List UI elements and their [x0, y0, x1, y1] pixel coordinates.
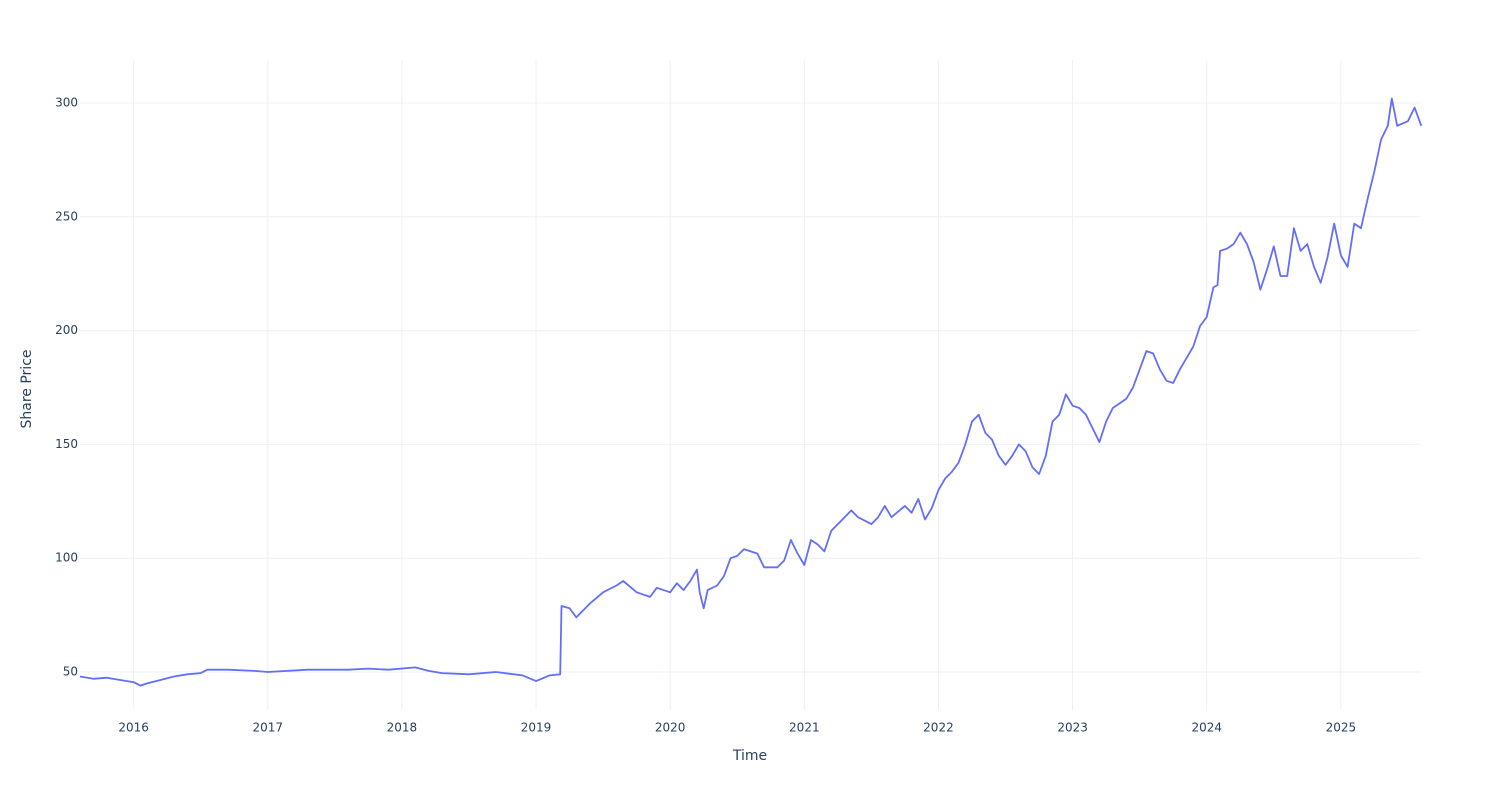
x-tick-label: 2025 [1326, 721, 1357, 735]
x-tick-label: 2019 [521, 721, 552, 735]
y-tick-label: 150 [55, 437, 78, 451]
y-tick-label: 50 [63, 664, 78, 678]
x-tick-label: 2022 [923, 721, 954, 735]
price-line [79, 97, 1423, 687]
x-tick-label: 2024 [1191, 721, 1222, 735]
y-axis-title: Share Price [19, 349, 35, 428]
y-tick-label: 250 [55, 209, 78, 223]
x-axis-title: Time [732, 748, 767, 764]
x-tick-label: 2021 [789, 721, 820, 735]
x-tick-label: 2020 [655, 721, 686, 735]
y-tick-label: 200 [55, 323, 78, 337]
x-tick-label: 2023 [1057, 721, 1088, 735]
x-tick-label: 2018 [387, 721, 418, 735]
y-tick-label: 300 [55, 96, 78, 110]
x-tick-label: 2016 [118, 721, 149, 735]
y-tick-label: 100 [55, 551, 78, 565]
x-tick-label: 2017 [253, 721, 284, 735]
grid [80, 60, 1420, 710]
